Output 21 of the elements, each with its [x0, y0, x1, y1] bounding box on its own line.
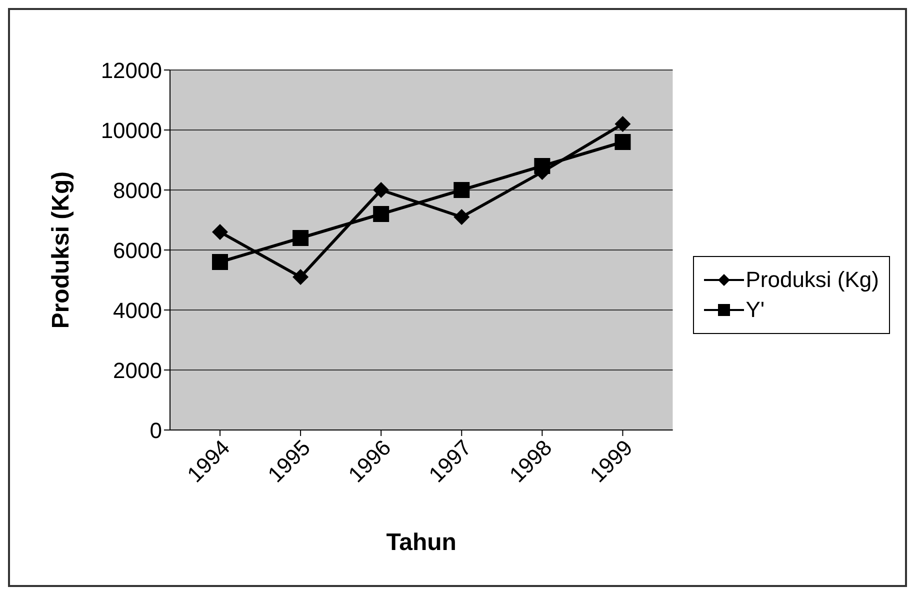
point [292, 230, 309, 246]
y-axis-title: Produksi (Kg) [48, 171, 75, 329]
y-tick-label: 6000 [113, 238, 162, 263]
point [454, 209, 470, 225]
x-axis-title: Tahun [386, 529, 456, 556]
y-tick-label: 0 [150, 418, 162, 443]
y-tick-label: 4000 [113, 298, 162, 323]
y-tick-label: 12000 [100, 58, 162, 83]
y-tick-label: 2000 [113, 358, 162, 383]
point [292, 269, 309, 285]
legend-label: Y' [746, 297, 765, 323]
point [454, 182, 470, 198]
point [614, 134, 631, 150]
point [614, 116, 631, 132]
point [212, 254, 228, 270]
point [373, 182, 390, 198]
legend-label: Produksi (Kg) [746, 267, 879, 293]
point [212, 224, 228, 240]
point [373, 206, 390, 222]
y-tick-label: 8000 [113, 178, 162, 203]
y-tick-label: 10000 [100, 118, 162, 143]
